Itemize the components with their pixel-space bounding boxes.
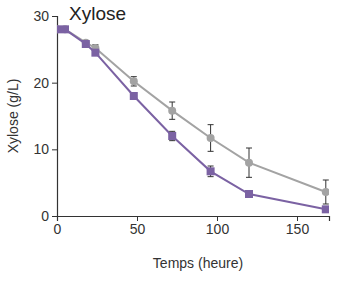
series xyxy=(57,25,329,204)
plot: 0 50 100 150 0 10 20 30 xyxy=(33,8,329,237)
marker xyxy=(57,25,61,33)
tick: 30 xyxy=(33,8,57,24)
error-bar xyxy=(208,125,214,152)
tick-mark xyxy=(52,149,57,150)
tick-label: 30 xyxy=(33,8,49,24)
error-bar xyxy=(246,148,252,177)
marker xyxy=(130,92,138,100)
error-cap xyxy=(208,124,214,125)
tick-label: 0 xyxy=(41,208,49,224)
tick-mark xyxy=(52,16,57,17)
tick-label: 50 xyxy=(130,221,146,237)
marker xyxy=(245,159,253,167)
error-cap xyxy=(169,131,175,132)
y-label: Xylose (g/L) xyxy=(5,79,21,154)
marker xyxy=(322,205,329,213)
error-cap xyxy=(169,102,175,103)
marker xyxy=(168,132,176,140)
tick-mark xyxy=(52,83,57,84)
chart: 0 50 100 150 0 10 20 30 Xylose Temps (heure) Xylos… xyxy=(0,0,346,281)
line xyxy=(57,29,326,192)
tick: 100 xyxy=(206,216,230,237)
marker xyxy=(207,167,215,175)
marker xyxy=(61,25,69,33)
marker xyxy=(207,134,215,142)
error-cap xyxy=(169,119,175,120)
tick-label: 150 xyxy=(286,221,310,237)
error-cap xyxy=(208,151,214,152)
axis-line xyxy=(52,17,58,217)
line xyxy=(57,29,326,209)
error-cap xyxy=(131,86,137,87)
error-cap xyxy=(208,166,214,167)
marker xyxy=(322,188,329,196)
error-bar xyxy=(323,180,329,204)
error-bar xyxy=(208,166,214,177)
y-axis: 0 10 20 30 xyxy=(33,8,57,224)
tick-label: 10 xyxy=(33,141,49,157)
tick: 20 xyxy=(33,75,57,91)
tick: 0 xyxy=(41,208,57,224)
tick-label: 20 xyxy=(33,75,49,91)
title: Xylose xyxy=(69,3,126,24)
tick-mark xyxy=(52,216,57,217)
marker xyxy=(168,107,176,115)
error-cap xyxy=(246,148,252,149)
marker xyxy=(61,25,69,33)
x-label: Temps (heure) xyxy=(153,255,243,271)
tick: 50 xyxy=(130,216,146,237)
marks xyxy=(57,25,329,213)
error-cap xyxy=(323,204,329,205)
marker xyxy=(245,190,253,198)
error-cap xyxy=(169,140,175,141)
series xyxy=(57,25,329,213)
tick: 0 xyxy=(54,216,62,237)
error-bar xyxy=(169,102,175,119)
marker xyxy=(91,49,99,57)
marker xyxy=(130,77,138,85)
marker xyxy=(57,25,61,33)
tick-label: 0 xyxy=(54,221,62,237)
tick: 10 xyxy=(33,141,57,157)
error-cap xyxy=(323,180,329,181)
error-cap xyxy=(246,177,252,178)
tick-label: 100 xyxy=(206,221,230,237)
error-bar xyxy=(131,77,137,86)
error-cap xyxy=(208,176,214,177)
x-axis: 0 50 100 150 xyxy=(54,216,330,237)
marker xyxy=(82,40,90,48)
error-cap xyxy=(131,76,137,77)
error-bar xyxy=(169,131,175,140)
tick: 150 xyxy=(286,216,310,237)
